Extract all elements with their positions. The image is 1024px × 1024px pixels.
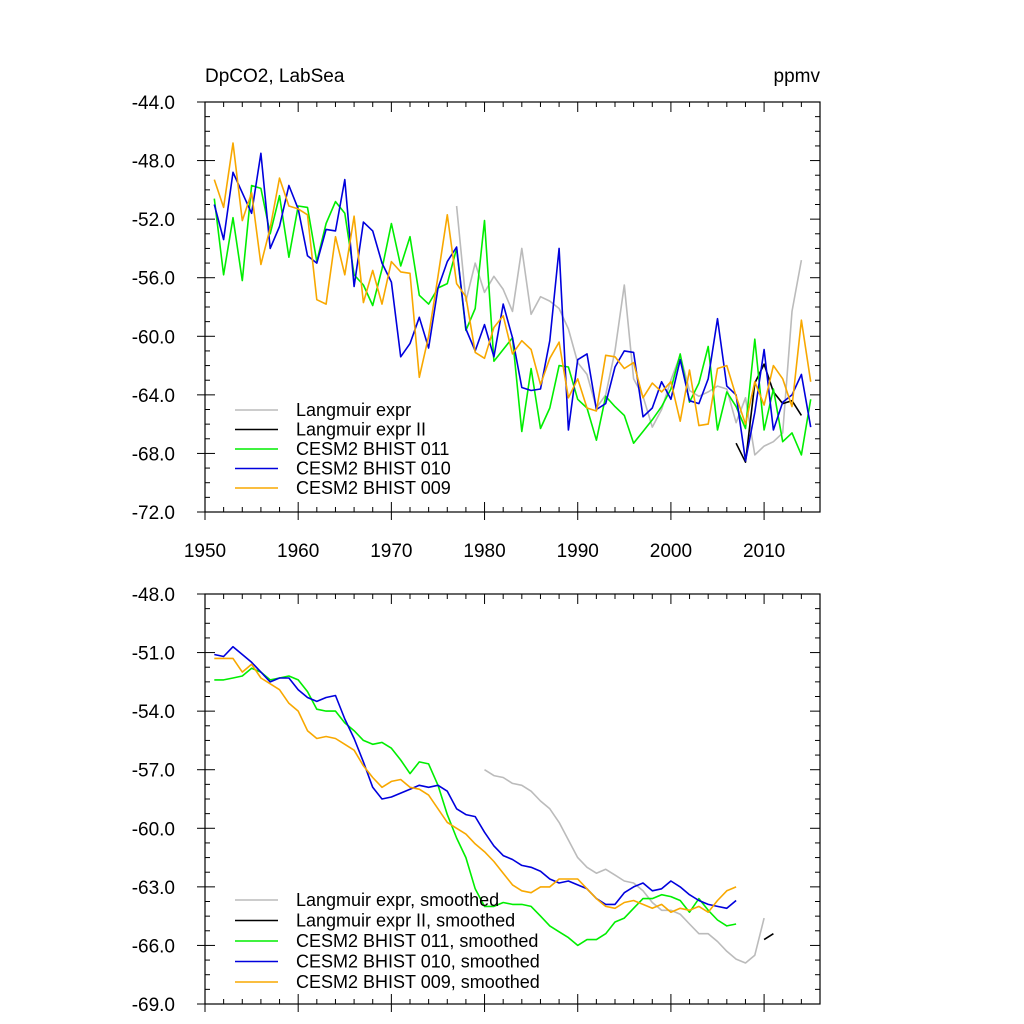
x-tick-label: 1960: [277, 541, 319, 562]
series-line-5: [214, 657, 737, 914]
series-line-1: [484, 769, 765, 964]
legend-label: CESM2 BHIST 011: [296, 439, 449, 459]
legend-label: Langmuir expr II, smoothed: [296, 911, 515, 931]
legend-label: CESM2 BHIST 009: [296, 478, 451, 498]
y-tick-label: -63.0: [132, 878, 175, 899]
x-tick-label: 1980: [463, 541, 505, 562]
chart-title: DpCO2, LabSea: [205, 66, 345, 87]
legend-label: Langmuir expr, smoothed: [296, 890, 499, 910]
x-tick-label: 2010: [743, 541, 785, 562]
legend-label: CESM2 BHIST 010: [296, 459, 451, 479]
y-tick-label: -69.0: [132, 995, 175, 1016]
y-tick-label: -60.0: [132, 819, 175, 840]
y-tick-label: -44.0: [132, 93, 175, 114]
y-tick-label: -54.0: [132, 702, 175, 723]
legend-label: CESM2 BHIST 011, smoothed: [296, 931, 538, 951]
legend-label: Langmuir expr: [296, 400, 411, 420]
series-line-1: [455, 205, 803, 456]
x-tick-label: 2000: [650, 541, 692, 562]
series-line-3: [214, 667, 737, 947]
legend-label: Langmuir expr II: [296, 420, 426, 440]
y-tick-label: -68.0: [132, 444, 175, 465]
series-line-5: [213, 142, 812, 427]
y-tick-label: -64.0: [132, 386, 175, 407]
y-tick-label: -48.0: [132, 585, 175, 606]
y-tick-label: -56.0: [132, 269, 175, 290]
series-line-2: [735, 363, 803, 464]
y-tick-label: -57.0: [132, 761, 175, 782]
x-tick-label: 1970: [370, 541, 412, 562]
x-tick-label: 1950: [184, 541, 226, 562]
units-label: ppmv: [774, 66, 821, 87]
y-tick-label: -48.0: [132, 152, 175, 173]
chart-panel-1: DpCO2, LabSea ppmv 1950 1960 1970 1980 1990 200…: [132, 66, 821, 562]
series-line-2: [763, 933, 774, 941]
y-tick-label: -66.0: [132, 936, 175, 957]
y-tick-label: -60.0: [132, 327, 175, 348]
y-tick-label: -51.0: [132, 644, 175, 665]
chart-panel-2: -48.0 -51.0 -54.0 -57.0 -60.0 -63.0 -66.0 -69.0…: [132, 585, 821, 1016]
y-tick-label: -72.0: [132, 503, 175, 524]
legend-label: CESM2 BHIST 009, smoothed: [296, 972, 540, 992]
series-line-4: [213, 152, 812, 462]
x-tick-label: 1990: [557, 541, 599, 562]
series-line-4: [214, 645, 737, 910]
legend-label: CESM2 BHIST 010, smoothed: [296, 952, 540, 972]
y-tick-label: -52.0: [132, 210, 175, 231]
